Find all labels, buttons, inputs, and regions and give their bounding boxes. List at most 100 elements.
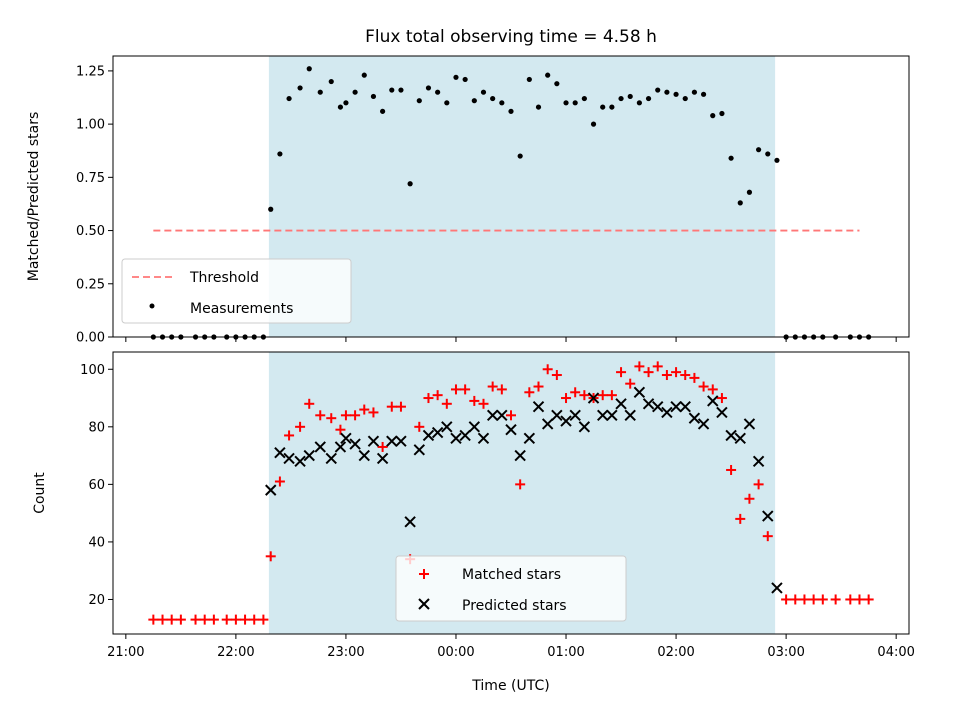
matched-star-point [450,384,461,395]
measurement-point [756,147,762,153]
matched-star-point [597,390,608,401]
matched-star-point [166,614,177,625]
measurement-point [337,104,344,110]
matched-star-point [350,410,361,421]
measurement-point [517,153,523,159]
measurement-point [691,89,698,95]
matched-star-point [634,361,645,372]
matched-star-point [716,393,727,404]
matched-star-point [680,370,691,381]
legend-matched-label: Matched stars [462,567,561,583]
bottom-y-tick-label: 60 [88,478,105,493]
matched-star-point [726,464,737,475]
predicted-star-point [652,400,664,413]
predicted-star-point [395,435,407,447]
matched-star-point [335,424,346,435]
matched-star-point [258,614,269,625]
chart-title: Flux total observing time = 4.58 h [365,27,657,47]
x-tick-label: 02:00 [657,645,694,660]
legend-predicted-swatch [418,598,430,610]
measurement-point [471,98,477,104]
predicted-star-point [459,429,471,442]
x-tick-label: 04:00 [877,645,914,660]
bottom-y-tick-label: 80 [88,420,105,435]
predicted-star-point [688,412,701,424]
x-tick-label: 23:00 [327,645,364,660]
bottom-y-tick-label: 100 [80,363,105,378]
predicted-star-point [404,516,416,528]
legend-plus-marker [419,569,429,579]
matched-star-point [315,410,326,421]
measurement-point [444,100,450,106]
measurement-point [746,189,753,195]
measurement-point [499,100,505,106]
matched-star-point [735,513,746,524]
bottom-legend-box [395,555,627,622]
matched-star-point [284,430,295,441]
matched-star-point [148,614,159,625]
measurement-point [682,95,688,102]
matched-star-point [460,384,471,395]
bottom-panel: 20 40 60 80 100 21:00 22:00 23:00 00:00 01:00 02:0… [32,351,915,694]
measurement-point [600,104,606,110]
measurement-point [328,78,334,85]
predicted-star-point [697,418,710,430]
matched-star-point [295,421,306,432]
measurement-point [425,85,432,91]
predicted-star-point [477,432,490,445]
matched-star-point [524,387,535,398]
measurement-point [535,104,542,110]
predicted-star-point [422,429,435,442]
predicted-star-point [587,392,600,404]
matched-star-point [643,367,654,378]
measurement-point [554,81,560,87]
measurement-point [277,151,283,157]
matched-star-point [854,594,865,605]
top-legend: Threshold Measurements [121,258,352,324]
matched-star-point [542,364,553,375]
predicted-star-point [541,418,554,430]
matched-star-point [652,361,663,372]
matched-star-point [414,421,425,432]
matched-star-point [790,594,801,605]
matched-star-point [240,614,251,625]
measurement-point [480,89,487,95]
top-y-tick-label: 0.75 [76,171,105,186]
matched-star-point [762,531,773,542]
predicted-star-point [606,409,618,422]
measurement-point [765,151,771,157]
top-axes-frame [112,55,910,338]
matched-star-point [808,594,819,605]
predicted-star-point [274,447,286,459]
matched-star-point [487,381,498,392]
matched-star-point [616,367,627,378]
top-y-tick-label: 1.00 [76,118,105,133]
measurement-point [581,95,587,102]
matched-star-point [395,401,406,412]
measurement-point [563,100,569,106]
legend-matched-swatch [419,569,429,579]
measurement-point [719,110,725,117]
matched-star-point [753,479,764,490]
measurement-point [306,66,312,72]
predicted-star-point [514,449,526,462]
measurement-point [618,95,624,102]
predicted-star-point [376,452,389,465]
matched-star-point [190,614,201,625]
measurement-point [370,93,377,100]
bottom-y-axis-label: Count [32,472,48,514]
predicted-star-point [283,452,295,465]
matched-star-point [208,614,219,625]
top-y-tick-label: 0.00 [76,331,105,346]
predicted-star-point [752,455,765,468]
measurement-point [673,91,679,97]
x-axis-label: Time (UTC) [471,678,549,694]
predicted-star-point [569,409,581,422]
measurement-point [664,89,670,95]
top-y-tick-label: 1.25 [76,64,105,79]
x-tick-label: 22:00 [217,645,254,660]
measurement-point [572,100,578,106]
matched-star-point [845,594,856,605]
matched-star-point [359,404,370,415]
matched-star-point [799,594,810,605]
